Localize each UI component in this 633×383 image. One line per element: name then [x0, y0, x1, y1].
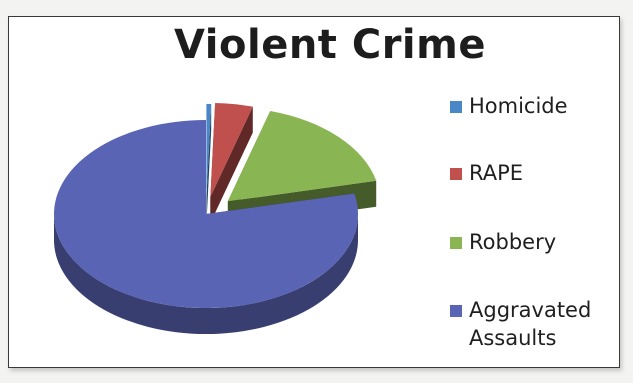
- pie-slice-top-robbery: [227, 111, 377, 202]
- pie-slice-wall-aggravated-assaults: [54, 214, 358, 334]
- legend-item-homicide: Homicide: [450, 92, 619, 120]
- pie-slice-edge-homicide-1: [206, 103, 212, 224]
- legend-item-robbery: Robbery: [450, 228, 619, 256]
- legend-swatch-rape: [450, 168, 462, 180]
- legend-item-aggravated-assaults: Aggravated Assaults: [450, 296, 619, 352]
- pie-slice-top-aggravated-assaults: [54, 120, 358, 309]
- pie-slice-top-homicide: [206, 103, 212, 198]
- legend-swatch-aggravated-assaults: [450, 305, 462, 317]
- legend-swatch-homicide: [450, 101, 462, 113]
- pie-slice-aggravated-assaults: [54, 120, 358, 334]
- legend-item-rape: RAPE: [450, 159, 619, 187]
- legend-label-robbery: Robbery: [469, 230, 557, 254]
- legend-label-rape: RAPE: [469, 161, 524, 185]
- pie-slice-top-rape: [210, 102, 253, 197]
- legend-label-homicide: Homicide: [469, 94, 568, 118]
- legend-label-aggravated-assaults: Aggravated Assaults: [469, 298, 592, 350]
- pie-slice-edge-rape-1: [210, 106, 253, 223]
- legend-swatch-robbery: [450, 237, 462, 249]
- pie-slice-homicide: [206, 103, 212, 224]
- pie-slice-rape: [210, 102, 253, 223]
- chart-title: Violent Crime: [174, 22, 486, 68]
